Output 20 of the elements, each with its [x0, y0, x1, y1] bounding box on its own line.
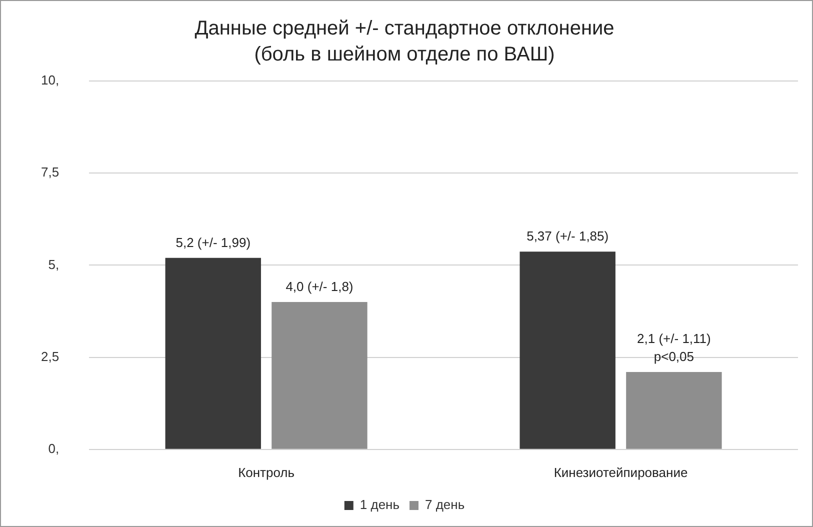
bar	[626, 372, 722, 449]
bar	[165, 258, 261, 449]
y-tick-label: 5,	[48, 256, 60, 272]
x-tick-label: Кинезиотейпирование	[554, 464, 688, 480]
data-label: 5,37 (+/- 1,85)	[526, 228, 609, 244]
bar	[272, 302, 368, 449]
y-tick-label: 2,5	[40, 348, 60, 364]
annotation: p<0,05	[654, 349, 694, 364]
legend-label: 1 день	[360, 497, 400, 512]
bar	[520, 252, 616, 449]
y-tick-label: 10,	[40, 72, 60, 88]
x-tick-label: Контроль	[238, 464, 295, 480]
chart-subtitle: (боль в шейном отделе по ВАШ)	[254, 44, 555, 66]
data-label: 4,0 (+/- 1,8)	[286, 279, 354, 294]
data-label: 2,1 (+/- 1,11)	[637, 331, 711, 346]
y-tick-label: 0,	[48, 440, 60, 456]
legend-label: 7 день	[425, 497, 465, 512]
y-tick-label: 7,5	[40, 164, 60, 180]
data-label: 5,2 (+/- 1,99)	[176, 234, 251, 250]
chart-title: Данные средней +/- стандартное отклонение	[194, 18, 614, 40]
